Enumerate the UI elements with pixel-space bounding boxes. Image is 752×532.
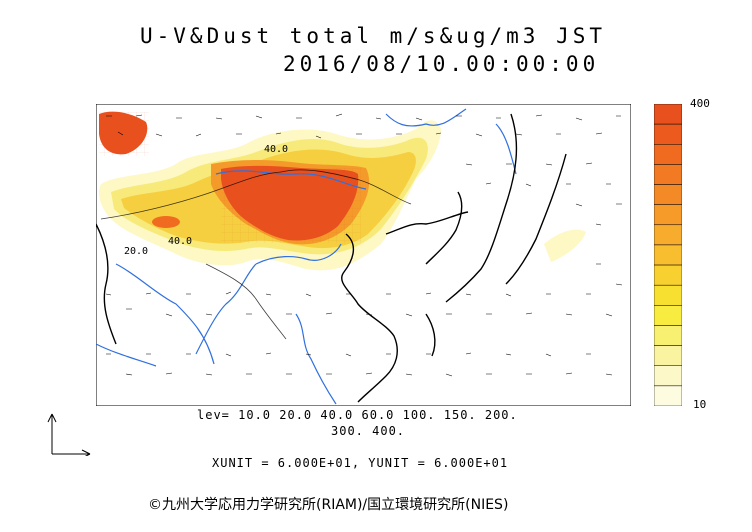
colorbar-swatch [654, 385, 682, 406]
coastlines [96, 113, 567, 403]
contour-label: 40.0 [168, 236, 192, 247]
colorbar-swatch [654, 123, 682, 145]
colorbar-max-label: 400 [690, 97, 710, 110]
copyright-credit: ©九州大学応用力学研究所(RIAM)/国立環境研究所(NIES) [148, 497, 509, 513]
colorbar-swatch [654, 305, 682, 326]
colorbar-swatch [654, 284, 682, 306]
vector-unit-info: XUNIT = 6.000E+01, YUNIT = 6.000E+01 [212, 456, 509, 470]
colorbar-swatch [654, 184, 682, 205]
wind-vectors [105, 113, 623, 377]
colorbar-swatch [654, 264, 682, 286]
colorbar-min-label: 10 [693, 398, 707, 411]
dust-wind-map: 40.0 40.0 20.0 [96, 104, 631, 406]
contour-label: 40.0 [264, 144, 288, 155]
colorbar-swatch [654, 224, 682, 246]
colorbar [654, 104, 682, 406]
map-timestamp: 2016/08/10.00:00:00 [283, 52, 600, 76]
axis-arrows-icon [47, 413, 91, 456]
rivers [96, 108, 517, 405]
colorbar-swatch [654, 144, 682, 165]
colorbar-swatch [654, 164, 682, 185]
contour-levels: lev= 10.0 20.0 40.0 60.0 100. 150. 200. [197, 408, 518, 422]
contour-label: 20.0 [124, 246, 148, 257]
borders [100, 169, 412, 340]
contour-levels-continued: 300. 400. [331, 424, 406, 438]
colorbar-swatch [654, 325, 682, 346]
colorbar-swatch [654, 365, 682, 387]
colorbar-swatch [654, 204, 682, 226]
map-title: U-V&Dust total m/s&ug/m3 JST [140, 24, 607, 48]
colorbar-swatch [654, 104, 682, 125]
colorbar-swatch [654, 244, 682, 266]
colorbar-swatch [654, 345, 682, 366]
